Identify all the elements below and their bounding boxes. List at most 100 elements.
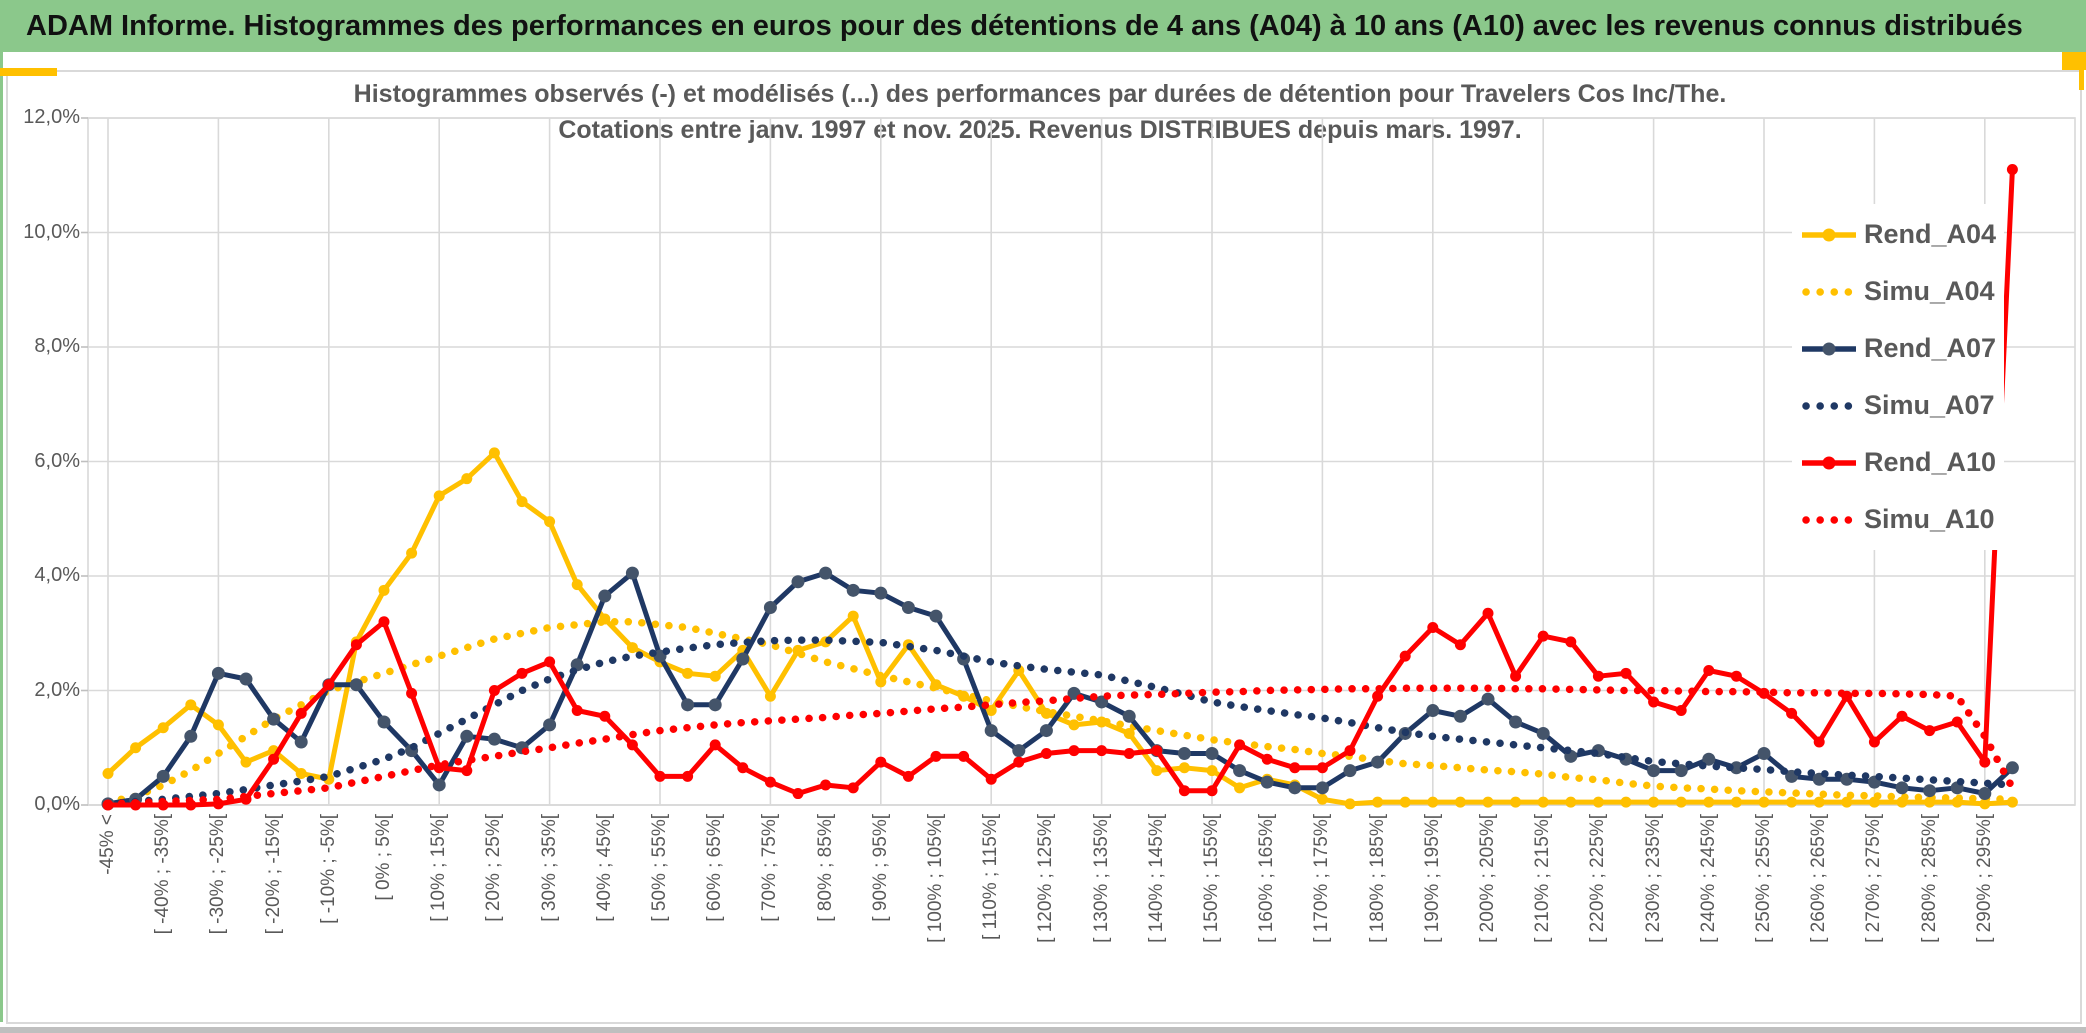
series-marker-rend_a10 (1206, 785, 1218, 797)
series-marker-rend_a10 (1951, 716, 1963, 728)
series-line-simu_a07 (104, 636, 2017, 808)
series-marker-rend_a04 (1510, 796, 1522, 808)
x-axis-category-label: [ 20% ; 25%[ (483, 814, 505, 922)
y-axis-tick-label: 10,0% (23, 220, 80, 243)
series-marker-rend_a04 (1454, 796, 1466, 808)
series-marker-rend_a07 (184, 729, 198, 743)
y-axis-tick-label: 6,0% (34, 449, 80, 472)
series-marker-rend_a10 (1344, 745, 1356, 757)
series-marker-rend_a07 (1039, 724, 1053, 738)
x-axis-category-label: [ 120% ; 125%[ (1035, 814, 1057, 943)
series-marker-rend_a10 (378, 616, 390, 628)
series-marker-rend_a10 (488, 685, 500, 696)
series-marker-rend_a07 (1978, 787, 1992, 801)
series-marker-rend_a04 (1648, 796, 1660, 808)
series-marker-rend_a10 (350, 639, 362, 651)
series-marker-rend_a10 (847, 782, 859, 794)
series-marker-rend_a07 (377, 715, 391, 729)
bottom-edge-strip (0, 1027, 2086, 1033)
series-marker-rend_a04 (1703, 796, 1715, 808)
series-marker-rend_a04 (1786, 796, 1798, 808)
series-marker-rend_a04 (847, 610, 859, 622)
series-marker-rend_a10 (709, 739, 721, 751)
series-marker-rend_a10 (1510, 670, 1522, 682)
series-marker-rend_a07 (1453, 709, 1467, 723)
series-marker-rend_a04 (1123, 727, 1135, 739)
series-marker-rend_a04 (1151, 765, 1163, 777)
x-axis-category-label: [ 40% ; 45%[ (593, 814, 615, 922)
series-marker-rend_a10 (1316, 762, 1328, 774)
series-marker-rend_a04 (1206, 765, 1218, 777)
x-axis-category-label: [ 160% ; 165%[ (1256, 814, 1278, 943)
series-marker-rend_a10 (626, 739, 638, 751)
series-marker-rend_a07 (1702, 752, 1716, 766)
series-marker-rend_a07 (1260, 775, 1274, 789)
series-marker-rend_a07 (791, 575, 805, 589)
series-marker-rend_a07 (1233, 764, 1247, 778)
series-marker-rend_a07 (763, 600, 777, 614)
series-marker-rend_a04 (682, 667, 694, 679)
x-axis-category-label: [ 290% ; 295%[ (1973, 814, 1995, 943)
series-marker-rend_a07 (901, 600, 915, 614)
series-marker-rend_a04 (2006, 796, 2018, 808)
series-marker-rend_a10 (682, 770, 694, 782)
series-marker-rend_a10 (1399, 650, 1411, 662)
y-axis-tick-label: 12,0% (23, 106, 80, 128)
series-marker-rend_a10 (1565, 636, 1577, 648)
series-marker-rend_a07 (984, 724, 998, 738)
x-axis-category-label: [ 50% ; 55%[ (649, 814, 670, 922)
chart-title-line1: Histogrammes observés (-) et modélisés (… (353, 80, 1727, 108)
series-marker-rend_a04 (1675, 796, 1687, 808)
x-axis-category-label: [ -30% ; -25%[ (207, 814, 229, 935)
chart-title-line2: Cotations entre janv. 1997 et nov. 2025.… (558, 116, 1522, 144)
x-axis-category-label: [ 200% ; 205%[ (1477, 814, 1498, 943)
left-edge-strip (0, 0, 3, 1022)
series-line-rend_a07 (107, 570, 2015, 807)
series-marker-rend_a07 (929, 609, 943, 623)
series-marker-rend_a07 (1536, 726, 1550, 740)
series-marker-rend_a10 (295, 707, 307, 719)
series-marker-rend_a10 (1372, 690, 1384, 702)
legend-item-simu-a07: Simu_A07 (1800, 377, 1996, 434)
legend-label: Rend_A07 (1864, 333, 1997, 363)
x-axis-category-label: [ -40% ; -35%[ (152, 814, 174, 935)
series-marker-rend_a07 (1012, 744, 1026, 758)
series-marker-rend_a04 (1482, 796, 1494, 808)
header-bar: ADAM Informe. Histogrammes des performan… (0, 0, 2086, 52)
series-marker-rend_a10 (958, 750, 970, 762)
series-marker-rend_a10 (1896, 710, 1908, 722)
series-marker-rend_a10 (1151, 745, 1163, 757)
series-marker-rend_a10 (1703, 664, 1715, 676)
legend-item-rend-a10: Rend_A10 (1800, 434, 1996, 491)
series-marker-rend_a07 (1674, 764, 1688, 778)
x-axis-category-label: [ 210% ; 215%[ (1532, 814, 1554, 943)
series-marker-rend_a10 (1178, 785, 1190, 797)
series-marker-rend_a10 (1786, 707, 1798, 719)
x-axis-category-label: [ 190% ; 195%[ (1421, 814, 1443, 943)
series-marker-rend_a04 (1841, 796, 1853, 808)
series-marker-rend_a10 (764, 776, 776, 788)
series-marker-rend_a07 (681, 698, 695, 712)
series-marker-rend_a07 (1481, 692, 1495, 706)
series-marker-rend_a04 (433, 490, 445, 502)
x-axis-category-label: [ 80% ; 85%[ (814, 814, 836, 922)
series-marker-rend_a04 (875, 676, 887, 688)
series-marker-rend_a07 (1729, 761, 1743, 775)
series-marker-rend_a07 (1923, 784, 1937, 798)
series-marker-rend_a07 (156, 769, 170, 783)
series-marker-rend_a10 (1924, 725, 1936, 737)
series-marker-rend_a07 (1177, 746, 1191, 760)
series-marker-rend_a04 (1178, 762, 1190, 774)
series-marker-rend_a07 (598, 589, 612, 603)
series-line-simu_a04 (104, 618, 2017, 806)
series-marker-rend_a04 (212, 719, 224, 731)
series-marker-rend_a10 (1123, 747, 1135, 759)
series-marker-rend_a10 (406, 687, 418, 699)
series-marker-rend_a10 (1813, 736, 1825, 748)
series-marker-rend_a10 (571, 705, 583, 717)
chart-frame (6, 70, 2082, 1024)
x-axis-category-label: [ 140% ; 145%[ (1145, 814, 1167, 943)
series-marker-rend_a10 (1592, 670, 1604, 682)
series-marker-rend_a04 (406, 547, 418, 559)
x-axis-category-label: [ 100% ; 105%[ (925, 814, 946, 943)
